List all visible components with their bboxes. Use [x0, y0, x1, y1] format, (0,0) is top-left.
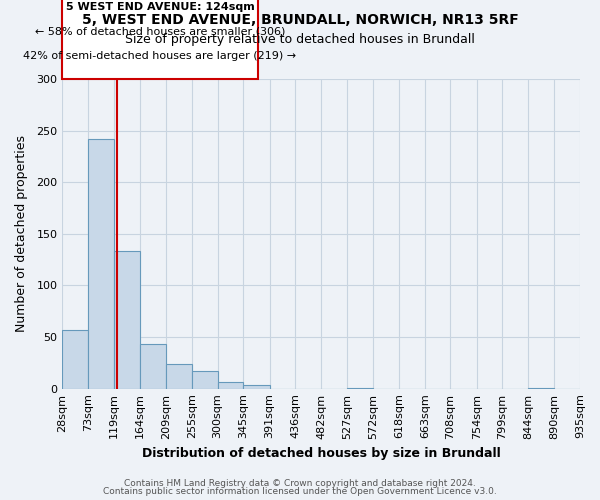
Bar [166, 364, 192, 388]
Bar [114, 252, 140, 388]
Text: Size of property relative to detached houses in Brundall: Size of property relative to detached ho… [125, 32, 475, 46]
Text: Contains public sector information licensed under the Open Government Licence v3: Contains public sector information licen… [103, 487, 497, 496]
Bar [192, 371, 218, 388]
Text: 5 WEST END AVENUE: 124sqm: 5 WEST END AVENUE: 124sqm [65, 2, 254, 12]
Bar [218, 382, 243, 388]
Bar [88, 139, 114, 388]
Text: 5, WEST END AVENUE, BRUNDALL, NORWICH, NR13 5RF: 5, WEST END AVENUE, BRUNDALL, NORWICH, N… [82, 12, 518, 26]
Bar [62, 330, 88, 388]
FancyBboxPatch shape [62, 0, 257, 79]
Text: 42% of semi-detached houses are larger (219) →: 42% of semi-detached houses are larger (… [23, 51, 296, 61]
Bar [140, 344, 166, 389]
Text: ← 58% of detached houses are smaller (306): ← 58% of detached houses are smaller (30… [35, 26, 285, 36]
Text: Contains HM Land Registry data © Crown copyright and database right 2024.: Contains HM Land Registry data © Crown c… [124, 478, 476, 488]
X-axis label: Distribution of detached houses by size in Brundall: Distribution of detached houses by size … [142, 447, 500, 460]
Y-axis label: Number of detached properties: Number of detached properties [15, 136, 28, 332]
Bar [243, 384, 269, 388]
